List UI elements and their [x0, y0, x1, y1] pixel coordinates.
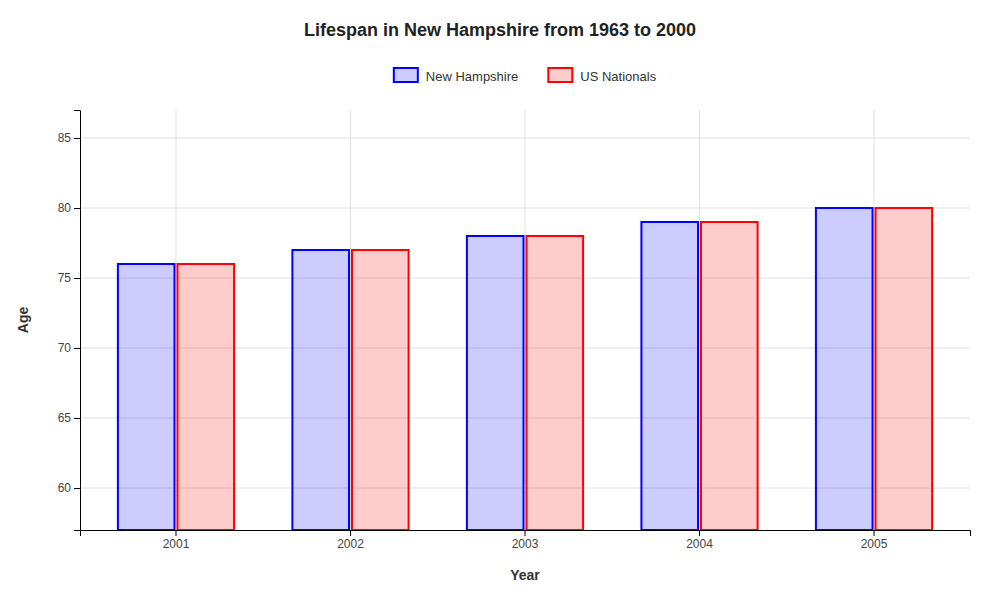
- x-tick-label: 2004: [686, 537, 713, 551]
- y-tick-mark: [74, 418, 80, 419]
- bar: [118, 264, 175, 530]
- legend-label: New Hampshire: [426, 69, 518, 84]
- x-tick: 2004: [686, 530, 713, 551]
- x-tick-label: 2002: [337, 537, 364, 551]
- legend-item: New Hampshire: [394, 68, 518, 84]
- x-axis-line: [81, 531, 971, 537]
- y-tick-label: 60: [58, 481, 72, 495]
- grid: [80, 110, 970, 530]
- y-tick-label: 80: [58, 201, 72, 215]
- legend-label: US Nationals: [580, 69, 656, 84]
- x-axis: 2001 2002 2003 2004 2005: [81, 530, 971, 551]
- x-tick-label: 2003: [512, 537, 539, 551]
- bar: [526, 236, 583, 530]
- bar: [177, 264, 234, 530]
- legend: New Hampshire US Nationals: [394, 68, 657, 84]
- y-axis-line: [74, 111, 81, 531]
- bar-series: [118, 208, 873, 530]
- x-tick: 2001: [163, 530, 190, 551]
- y-tick-mark: [74, 208, 80, 209]
- x-axis-title: Year: [510, 567, 540, 583]
- y-tick-mark: [74, 278, 80, 279]
- bar: [701, 222, 758, 530]
- y-tick: 85: [58, 131, 80, 145]
- y-tick: 80: [58, 201, 80, 215]
- y-tick-mark: [74, 138, 80, 139]
- bar: [352, 250, 409, 530]
- y-tick-mark: [74, 348, 80, 349]
- x-tick: 2003: [512, 530, 539, 551]
- y-tick: 70: [58, 341, 80, 355]
- x-grid-line: [525, 110, 526, 530]
- x-tick: 2005: [861, 530, 888, 551]
- y-tick-label: 85: [58, 131, 72, 145]
- x-tick-mark: [874, 530, 875, 536]
- bar: [292, 250, 349, 530]
- y-tick: 75: [58, 271, 80, 285]
- x-grid-line: [175, 110, 176, 530]
- legend-swatch: [548, 68, 572, 82]
- y-tick-label: 70: [58, 341, 72, 355]
- x-tick-label: 2005: [861, 537, 888, 551]
- x-tick-mark: [525, 530, 526, 536]
- chart-container: 60 65 70 75 80 85 2001 2002 2003 2004 2005 Year Age L…: [0, 0, 1000, 600]
- y-tick-label: 65: [58, 411, 72, 425]
- y-tick: 60: [58, 481, 80, 495]
- x-grid-line: [699, 110, 700, 530]
- bar: [641, 222, 698, 530]
- bar: [876, 208, 933, 530]
- y-tick-mark: [74, 488, 80, 489]
- x-grid-line: [874, 110, 875, 530]
- bar: [467, 236, 524, 530]
- y-tick-label: 75: [58, 271, 72, 285]
- y-tick: 65: [58, 411, 80, 425]
- plot-area: [118, 208, 932, 530]
- x-tick-mark: [350, 530, 351, 536]
- x-grid-line: [350, 110, 351, 530]
- chart-svg: 60 65 70 75 80 85 2001 2002 2003 2004 2005 Year Age L…: [0, 0, 1000, 600]
- y-axis: 60 65 70 75 80 85: [58, 111, 81, 531]
- bar-series: [177, 208, 932, 530]
- x-tick-mark: [175, 530, 176, 536]
- x-tick-label: 2001: [163, 537, 190, 551]
- chart-title: Lifespan in New Hampshire from 1963 to 2…: [304, 20, 696, 40]
- y-axis-title: Age: [15, 307, 31, 334]
- legend-item: US Nationals: [548, 68, 656, 84]
- bar: [816, 208, 873, 530]
- x-tick-mark: [699, 530, 700, 536]
- x-tick: 2002: [337, 530, 364, 551]
- legend-swatch: [394, 68, 418, 82]
